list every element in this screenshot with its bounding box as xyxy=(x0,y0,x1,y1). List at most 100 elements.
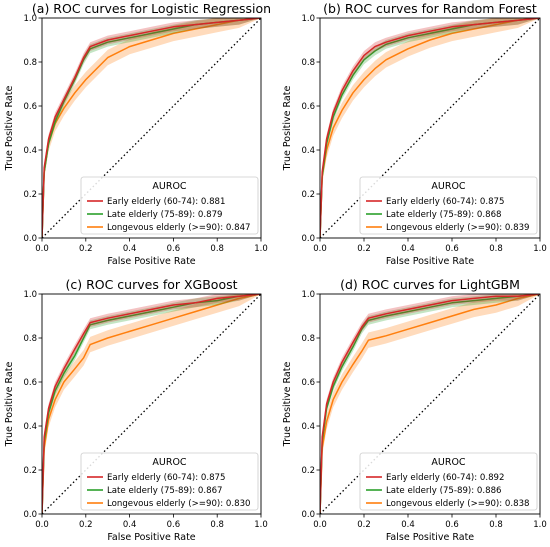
x-tick-label: 1.0 xyxy=(254,244,268,254)
y-tick-label: 0.4 xyxy=(301,422,315,432)
x-tick-label: 0.0 xyxy=(35,520,49,530)
legend-label-late: Late elderly (75-89): 0.886 xyxy=(386,486,502,496)
legend-label-early: Early elderly (60-74): 0.881 xyxy=(107,197,226,207)
y-tick-label: 0.8 xyxy=(23,58,37,68)
x-tick-label: 1.0 xyxy=(254,520,268,530)
y-tick-label: 0.2 xyxy=(301,190,315,200)
chart-panel-b: (b) ROC curves for Random Forest 0.0 0.2 0.… xyxy=(282,1,547,267)
x-tick-label: 0.2 xyxy=(79,244,93,254)
plot-area xyxy=(42,294,261,514)
chart-title: (b) ROC curves for Random Forest xyxy=(323,1,537,16)
roc-line-early xyxy=(320,18,540,238)
legend-label-longevous: Longevous elderly (>=90): 0.838 xyxy=(386,499,530,509)
legend-label-longevous: Longevous elderly (>=90): 0.830 xyxy=(107,499,251,509)
y-axis-label: True Positive Rate xyxy=(282,362,293,448)
chart-panel-c: (c) ROC curves for XGBoost 0.0 0.2 0.4 0.6 0.… xyxy=(4,277,268,543)
y-tick-label: 0.4 xyxy=(23,146,37,156)
roc-line-longevous xyxy=(320,294,540,514)
legend-box xyxy=(359,452,538,511)
y-tick-label: 0.2 xyxy=(23,190,37,200)
roc-line-early xyxy=(320,294,540,514)
x-tick-label: 0.0 xyxy=(35,244,49,254)
chart-title: (d) ROC curves for LightGBM xyxy=(340,277,520,292)
y-tick-label: 0.4 xyxy=(23,422,37,432)
plot-area xyxy=(320,18,540,238)
x-axis-label: False Positive Rate xyxy=(386,256,474,267)
y-tick-label: 0.2 xyxy=(23,466,37,476)
roc-line-longevous xyxy=(42,294,261,514)
y-tick-label: 0.2 xyxy=(301,466,315,476)
x-tick-label: 0.8 xyxy=(489,520,503,530)
x-tick-label: 0.0 xyxy=(313,244,327,254)
roc-band-longevous xyxy=(320,18,540,238)
roc-line-early xyxy=(42,294,261,514)
x-tick-label: 0.8 xyxy=(210,520,224,530)
legend: AUROC Early elderly (60-74): 0.881 Late el… xyxy=(80,176,259,235)
y-tick-label: 0.4 xyxy=(301,146,315,156)
legend-label-early: Early elderly (60-74): 0.892 xyxy=(386,473,505,483)
x-tick-label: 0.6 xyxy=(167,244,181,254)
roc-line-late xyxy=(42,294,261,514)
x-tick-label: 0.6 xyxy=(167,520,181,530)
y-tick-label: 1.0 xyxy=(23,14,37,24)
y-tick-label: 0.8 xyxy=(301,334,315,344)
chart-title: (c) ROC curves for XGBoost xyxy=(65,277,237,292)
x-tick-label: 0.0 xyxy=(313,520,327,530)
x-tick-label: 0.4 xyxy=(401,520,415,530)
axes-frame xyxy=(319,17,541,239)
legend-title: AUROC xyxy=(152,457,187,468)
legend-label-late: Late elderly (75-89): 0.879 xyxy=(107,210,223,220)
axes-frame xyxy=(41,293,262,515)
legend-box xyxy=(80,176,259,235)
x-tick-label: 0.8 xyxy=(489,244,503,254)
x-axis-label: False Positive Rate xyxy=(386,532,474,543)
y-axis-label: True Positive Rate xyxy=(4,362,15,448)
y-tick-label: 0.6 xyxy=(301,102,315,112)
legend: AUROC Early elderly (60-74): 0.875 Late el… xyxy=(359,176,538,235)
y-axis-label: True Positive Rate xyxy=(4,86,15,172)
legend-title: AUROC xyxy=(152,181,187,192)
legend-label-longevous: Longevous elderly (>=90): 0.839 xyxy=(386,223,530,233)
roc-line-late xyxy=(320,294,540,514)
x-axis-label: False Positive Rate xyxy=(107,532,195,543)
x-tick-label: 0.2 xyxy=(357,520,371,530)
x-tick-label: 0.2 xyxy=(357,244,371,254)
x-tick-label: 0.4 xyxy=(401,244,415,254)
y-tick-label: 1.0 xyxy=(23,290,37,300)
x-tick-label: 0.2 xyxy=(79,520,93,530)
legend-label-late: Late elderly (75-89): 0.868 xyxy=(386,210,502,220)
y-tick-label: 0.0 xyxy=(301,510,315,520)
axes-frame xyxy=(319,293,541,515)
y-tick-label: 0.6 xyxy=(23,102,37,112)
axes-frame xyxy=(41,17,262,239)
y-tick-label: 0.6 xyxy=(301,378,315,388)
legend-label-early: Early elderly (60-74): 0.875 xyxy=(386,197,505,207)
y-tick-label: 1.0 xyxy=(301,14,315,24)
legend-title: AUROC xyxy=(431,457,466,468)
chart-panel-a: (a) ROC curves for Logistic Regression 0.… xyxy=(4,1,271,267)
legend-box xyxy=(359,176,538,235)
plot-area xyxy=(320,294,540,514)
x-tick-label: 1.0 xyxy=(533,520,547,530)
legend: AUROC Early elderly (60-74): 0.875 Late el… xyxy=(80,452,259,511)
y-tick-label: 0.8 xyxy=(23,334,37,344)
legend-label-late: Late elderly (75-89): 0.867 xyxy=(107,486,223,496)
chart-title: (a) ROC curves for Logistic Regression xyxy=(32,1,271,16)
x-tick-label: 0.6 xyxy=(445,520,459,530)
y-tick-label: 1.0 xyxy=(301,290,315,300)
x-axis-label: False Positive Rate xyxy=(107,256,195,267)
legend-box xyxy=(80,452,259,511)
x-tick-label: 0.6 xyxy=(445,244,459,254)
y-tick-label: 0.0 xyxy=(23,234,37,244)
x-tick-label: 0.8 xyxy=(210,244,224,254)
plot-area xyxy=(42,18,261,238)
roc-line-longevous xyxy=(320,18,540,238)
y-axis-label: True Positive Rate xyxy=(282,86,293,172)
y-tick-label: 0.8 xyxy=(301,58,315,68)
roc-band-longevous xyxy=(42,18,261,238)
roc-band-longevous xyxy=(42,294,261,514)
x-tick-label: 0.4 xyxy=(123,520,137,530)
legend-title: AUROC xyxy=(431,181,466,192)
legend-label-early: Early elderly (60-74): 0.875 xyxy=(107,473,226,483)
